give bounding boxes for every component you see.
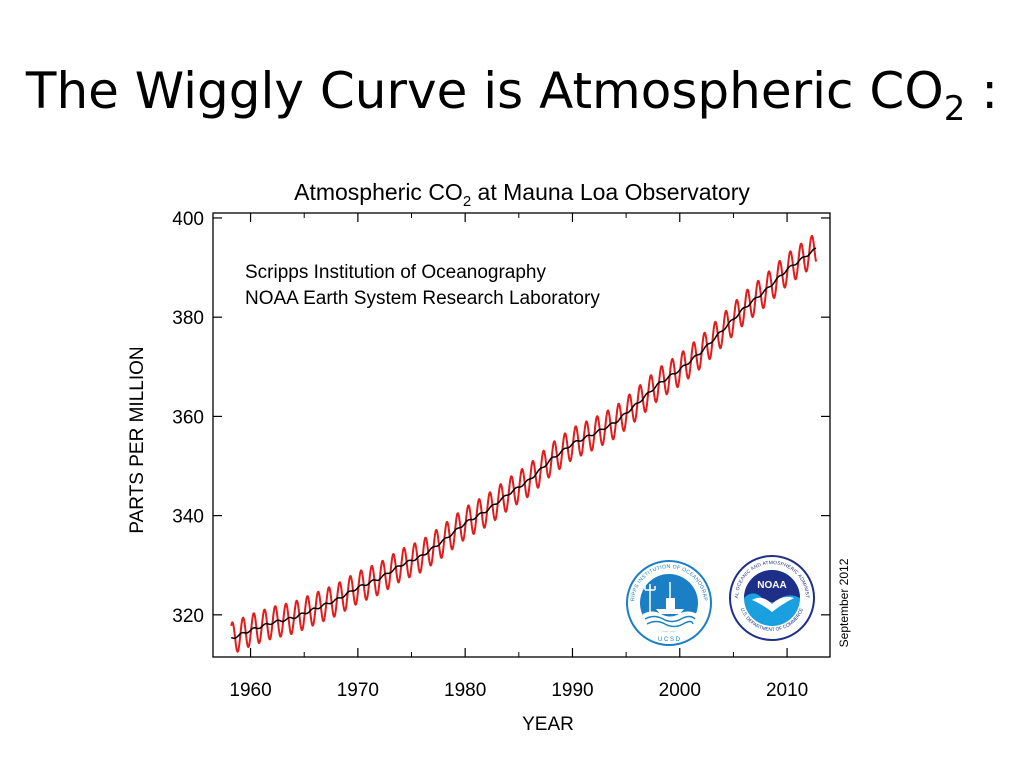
x-tick-label: 2010 xyxy=(766,680,808,701)
date-stamp: September 2012 xyxy=(837,558,851,647)
annotation-noaa: NOAA Earth System Research Laboratory xyxy=(245,288,600,309)
x-tick-label: 1990 xyxy=(551,680,593,701)
x-tick-label: 1980 xyxy=(444,680,486,701)
chart-title-subscript: 2 xyxy=(463,193,471,210)
x-axis-ticks: 1960 1970 1980 1990 2000 2010 xyxy=(229,213,808,701)
slide-title-main: The Wiggly Curve is Atmospheric CO xyxy=(25,62,944,120)
y-tick-label: 340 xyxy=(172,507,204,528)
noaa-logo: NATIONAL OCEANIC AND ATMOSPHERIC ADMINIS… xyxy=(0,0,815,641)
svg-text:U C S D: U C S D xyxy=(658,637,681,643)
chart-title: Atmospheric CO2 at Mauna Loa Observatory xyxy=(294,179,750,210)
chart-title-main: Atmospheric CO xyxy=(294,179,463,205)
chart-title-tail: at Mauna Loa Observatory xyxy=(471,179,750,205)
series-monthly-mean-line xyxy=(230,234,818,653)
series-trend-line xyxy=(231,247,817,639)
plot-frame xyxy=(212,212,831,658)
y-tick-label: 320 xyxy=(172,606,204,627)
x-tick-label: 1960 xyxy=(229,680,271,701)
annotation-scripps: Scripps Institution of Oceanography xyxy=(245,262,547,283)
y-tick-label: 380 xyxy=(172,308,204,329)
y-tick-label: 400 xyxy=(172,209,204,230)
slide-title-subscript: 2 xyxy=(943,89,966,129)
y-tick-label: 360 xyxy=(172,407,204,428)
x-axis-label: YEAR xyxy=(522,714,574,735)
slide-title: The Wiggly Curve is Atmospheric CO2 : xyxy=(0,62,1024,129)
x-tick-label: 2000 xyxy=(659,680,701,701)
y-axis-ticks: 320 340 360 380 400 xyxy=(172,209,830,627)
y-axis-label: PARTS PER MILLION xyxy=(127,346,148,533)
x-tick-label: 1970 xyxy=(337,680,379,701)
scripps-logo: SCRIPPS INSTITUTION OF OCEANOGRAPHY U C … xyxy=(0,0,712,646)
noaa-logo-text: NOAA xyxy=(757,580,786,591)
slide-title-tail: : xyxy=(965,62,999,120)
